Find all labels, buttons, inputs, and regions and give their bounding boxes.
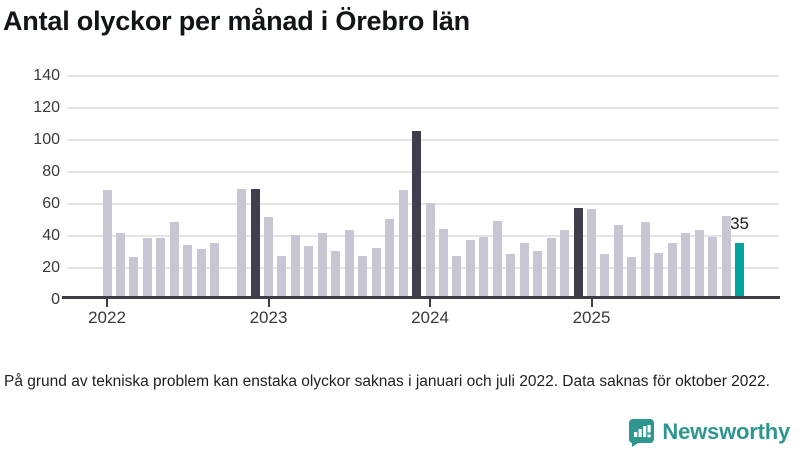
bar-month-19 xyxy=(358,255,368,299)
gridline-y-140 xyxy=(67,75,779,77)
bar-month-39 xyxy=(627,257,637,299)
bar-month-11 xyxy=(250,188,260,299)
x-axis-tick-2024 xyxy=(429,299,431,307)
bar-month-28 xyxy=(479,236,489,299)
y-axis-tick-label: 100 xyxy=(33,131,60,148)
bar-month-38 xyxy=(613,225,623,299)
latest-bar-value-label: 35 xyxy=(730,214,749,233)
bar-month-37 xyxy=(600,254,610,299)
bar-month-0 xyxy=(102,190,112,299)
x-axis-tick-2025 xyxy=(590,299,593,307)
bar-month-5 xyxy=(169,222,179,299)
gridline-y-100 xyxy=(67,139,779,141)
x-axis-tick-2023 xyxy=(267,299,270,307)
bar-month-22 xyxy=(398,190,408,299)
gridline-y-40 xyxy=(67,235,779,237)
bar-month-40 xyxy=(640,222,650,299)
bar-month-3 xyxy=(142,238,152,299)
gridline-y-20 xyxy=(67,267,779,269)
bar-month-18 xyxy=(344,230,354,299)
footnote-text: På grund av tekniska problem kan enstaka… xyxy=(4,373,770,390)
x-axis-line xyxy=(62,296,780,299)
bar-month-13 xyxy=(277,255,287,299)
bar-month-16 xyxy=(317,233,327,299)
bar-month-30 xyxy=(506,254,516,299)
x-axis-year-label: 2022 xyxy=(88,308,126,327)
gridline-y-60 xyxy=(67,203,779,205)
bar-month-17 xyxy=(331,251,341,299)
x-axis-year-label: 2025 xyxy=(572,308,611,327)
bar-month-21 xyxy=(385,219,395,299)
gridline-y-120 xyxy=(67,107,779,109)
x-axis-year-label: 2023 xyxy=(249,308,288,327)
newsworthy-logo: Newsworthy xyxy=(628,417,790,447)
bar-month-43 xyxy=(681,233,691,299)
bar-month-10 xyxy=(237,188,247,299)
x-axis-tick-2022 xyxy=(106,299,108,307)
speech-bubble-bar-chart-icon xyxy=(628,418,655,447)
chart-title: Antal olyckor per månad i Örebro län xyxy=(3,6,470,36)
x-axis-year-label: 2024 xyxy=(411,308,449,327)
bar-month-6 xyxy=(183,244,193,299)
bar-month-25 xyxy=(438,228,448,299)
brand-name: Newsworthy xyxy=(662,419,790,444)
bar-month-12 xyxy=(264,217,273,299)
bar-month-42 xyxy=(667,243,677,299)
bar-month-23 xyxy=(412,131,422,299)
bar-month-32 xyxy=(533,251,543,299)
bar-month-1 xyxy=(115,233,125,299)
bar-month-4 xyxy=(156,238,166,299)
bar-month-27 xyxy=(465,239,475,299)
bar-month-33 xyxy=(546,238,556,299)
bar-month-41 xyxy=(654,252,664,299)
bar-month-2 xyxy=(129,257,139,299)
y-axis-tick-label: 140 xyxy=(33,67,60,84)
bar-month-15 xyxy=(304,246,314,299)
bar-month-20 xyxy=(371,247,381,299)
y-axis-tick-label: 120 xyxy=(33,99,60,116)
bar-month-31 xyxy=(519,243,529,299)
bar-month-26 xyxy=(452,255,462,299)
gridline-y-80 xyxy=(67,171,779,173)
y-axis-tick-label: 0 xyxy=(51,291,60,308)
bar-month-29 xyxy=(492,220,502,299)
bar-month-36 xyxy=(587,209,596,299)
bar-month-46 xyxy=(721,215,731,299)
bar-month-8 xyxy=(210,243,220,299)
y-axis-tick-label: 20 xyxy=(42,259,60,276)
bar-month-45 xyxy=(708,236,718,299)
y-axis-tick-label: 40 xyxy=(42,227,60,244)
bar-month-34 xyxy=(560,230,570,299)
bar-month-24 xyxy=(425,203,435,299)
y-axis-tick-label: 60 xyxy=(42,195,60,212)
bar-month-47 xyxy=(735,243,745,299)
bar-month-35 xyxy=(573,207,583,299)
bar-month-14 xyxy=(290,235,300,299)
bar-month-44 xyxy=(694,230,704,299)
y-axis-tick-label: 80 xyxy=(42,163,60,180)
bar-month-7 xyxy=(196,249,206,299)
